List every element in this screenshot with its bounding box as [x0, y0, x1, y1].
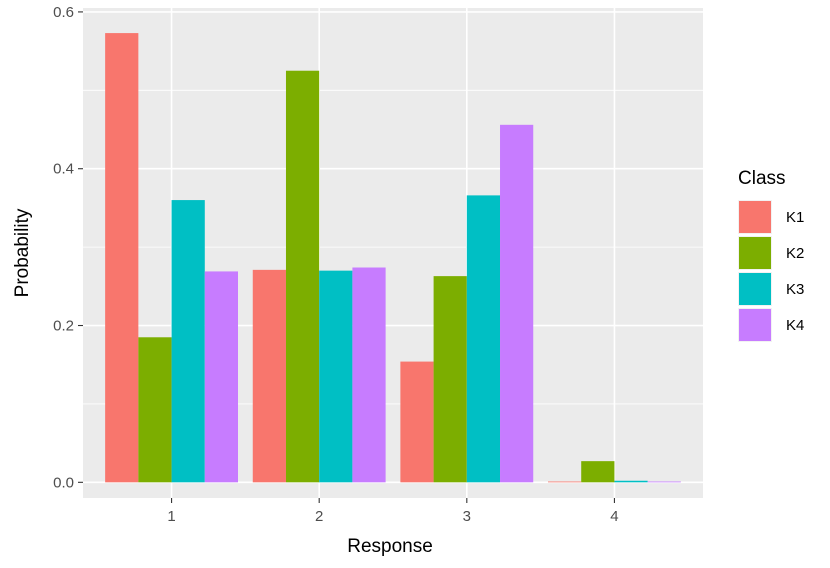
x-axis-title: Response — [347, 536, 433, 557]
x-tick-label: 3 — [463, 508, 471, 525]
legend-key-k2 — [739, 237, 771, 269]
bars — [105, 33, 681, 483]
y-tick-label: 0.4 — [53, 161, 74, 178]
legend-key-k1 — [739, 201, 771, 233]
y-axis-ticks: 0.0 0.2 0.4 0.6 — [53, 4, 83, 491]
bar-k2-response-4 — [581, 461, 615, 483]
bar-k4-response-2 — [352, 267, 386, 483]
bar-k3-response-4 — [614, 480, 648, 483]
bar-k4-response-3 — [500, 124, 534, 483]
bar-k1-response-3 — [400, 361, 434, 483]
bar-k3-response-1 — [171, 200, 205, 483]
y-tick-label: 0.2 — [53, 318, 74, 335]
y-axis-title: Probability — [12, 208, 33, 297]
bar-k2-response-1 — [138, 337, 172, 483]
legend-label-k2: K2 — [786, 245, 804, 262]
bar-k1-response-1 — [105, 33, 139, 483]
bar-k2-response-3 — [433, 276, 467, 483]
legend-key-k4 — [739, 309, 771, 341]
bar-k4-response-1 — [204, 271, 238, 483]
legend-label-k4: K4 — [786, 317, 804, 334]
bar-k1-response-4 — [548, 481, 582, 483]
y-tick-label: 0.6 — [53, 4, 74, 21]
legend-key-k3 — [739, 273, 771, 305]
x-tick-label: 2 — [315, 508, 323, 525]
x-tick-label: 1 — [167, 508, 175, 525]
bar-k2-response-2 — [285, 70, 320, 483]
legend-title: Class — [738, 168, 786, 189]
legend-label-k3: K3 — [786, 281, 804, 298]
x-axis-ticks: 1 2 3 4 — [167, 498, 619, 525]
bar-k3-response-3 — [466, 195, 501, 483]
legend: Class K1 K2 K3 K4 — [738, 168, 804, 342]
legend-label-k1: K1 — [786, 209, 804, 226]
x-tick-label: 4 — [610, 508, 618, 525]
bar-k4-response-4 — [647, 481, 681, 483]
bar-k1-response-2 — [252, 269, 286, 483]
bar-k3-response-2 — [319, 270, 353, 483]
y-tick-label: 0.0 — [53, 474, 74, 491]
